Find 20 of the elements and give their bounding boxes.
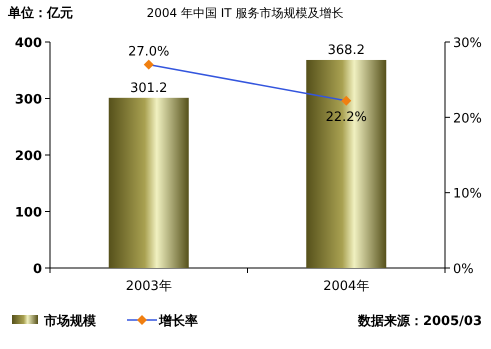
data-label: 301.2 xyxy=(130,80,168,96)
data-label: 368.2 xyxy=(328,42,365,58)
y-axis-title: 单位：亿元 xyxy=(7,5,73,21)
y2-tick-label: 30% xyxy=(453,36,482,51)
y-tick-label: 300 xyxy=(14,92,42,108)
source-note: 数据来源：2005/03 xyxy=(356,314,482,329)
legend-label: 市场规模 xyxy=(43,313,96,329)
legend-label: 增长率 xyxy=(158,313,198,329)
y-tick-label: 100 xyxy=(14,206,42,220)
y2-tick-label: 10% xyxy=(453,186,482,202)
y-tick-label: 200 xyxy=(14,149,42,164)
y-tick-label: 400 xyxy=(14,36,42,51)
y-tick-label: 0 xyxy=(32,262,42,277)
chart-title: 2004 年中国 IT 服务市场规模及增长 xyxy=(146,6,344,20)
x-tick-label: 2003年 xyxy=(126,279,172,294)
data-label: 27.0% xyxy=(128,44,170,60)
y2-tick-label: 20% xyxy=(453,111,482,126)
data-label: 22.2% xyxy=(326,110,367,125)
y2-tick-label: 0% xyxy=(453,262,474,277)
x-tick-label: 2004年 xyxy=(323,279,370,294)
